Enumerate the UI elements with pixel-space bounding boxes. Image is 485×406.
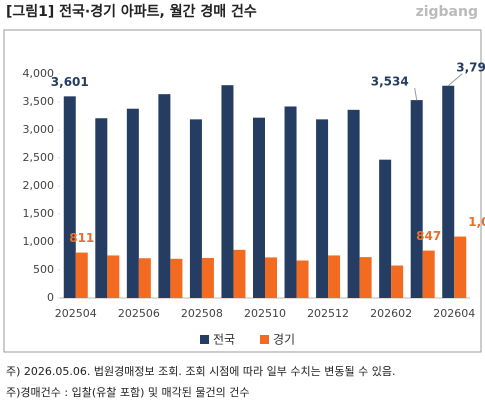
bar [138,258,151,298]
x-tick-label: 202508 [181,307,223,320]
bar [410,100,423,298]
bar [201,257,214,298]
y-tick-label: 1,000 [23,235,55,248]
bar [265,257,277,298]
bar [442,85,455,298]
bar [391,265,404,298]
x-tick-label: 202512 [307,307,349,320]
bar [75,252,88,298]
bar [95,118,108,299]
y-tick-label: 3,000 [23,123,55,136]
data-label: 3,534 [371,75,409,89]
bar [126,108,139,298]
y-tick-label: 500 [33,263,54,276]
bar [233,249,246,298]
bar [107,255,120,298]
data-label: 3,601 [51,75,89,89]
x-tick-label: 202504 [55,307,97,320]
y-tick-label: 1,500 [23,207,55,220]
legend-swatch [260,335,269,344]
data-label: 847 [416,229,441,243]
bar [347,109,360,298]
data-label: 1,097 [468,215,485,229]
bar [328,255,341,298]
data-label: 811 [69,231,94,245]
bar [158,94,171,298]
leader-line [447,73,463,87]
leader-line [414,88,418,101]
note: 주) 2026.05.06. 법원경매정보 조회. 조회 시점에 따라 일부 수… [6,364,395,378]
note: 주)경매건수 : 입찰(유찰 포함) 및 매각된 물건의 건수 [6,386,249,399]
bar [63,96,76,299]
bar [422,250,435,298]
bar [253,117,265,299]
bar [359,257,372,298]
bar [221,85,234,298]
bar [454,236,467,298]
bar [284,106,297,298]
legend-label: 전국 [213,333,235,347]
legend-label: 경기 [273,333,295,347]
chart-frame [3,29,482,353]
x-tick-label: 202604 [433,307,475,320]
logo: zigbang [416,4,478,20]
x-tick-label: 202506 [118,307,160,320]
chart-title: [그림1] 전국·경기 아파트, 월간 경매 건수 [6,3,257,20]
bar [170,258,183,298]
y-tick-label: 2,500 [23,151,55,164]
y-tick-label: 4,000 [23,67,55,80]
x-tick-label: 202602 [370,307,412,320]
legend-swatch [200,335,209,344]
bar [189,119,202,298]
bar [379,159,392,298]
data-label: 3,790 [456,60,485,74]
x-tick-label: 202510 [244,307,286,320]
y-tick-label: 3,500 [23,95,55,108]
bar [316,119,329,298]
y-tick-label: 2,000 [23,179,55,192]
bar [296,260,309,298]
y-tick-label: 0 [47,291,54,304]
